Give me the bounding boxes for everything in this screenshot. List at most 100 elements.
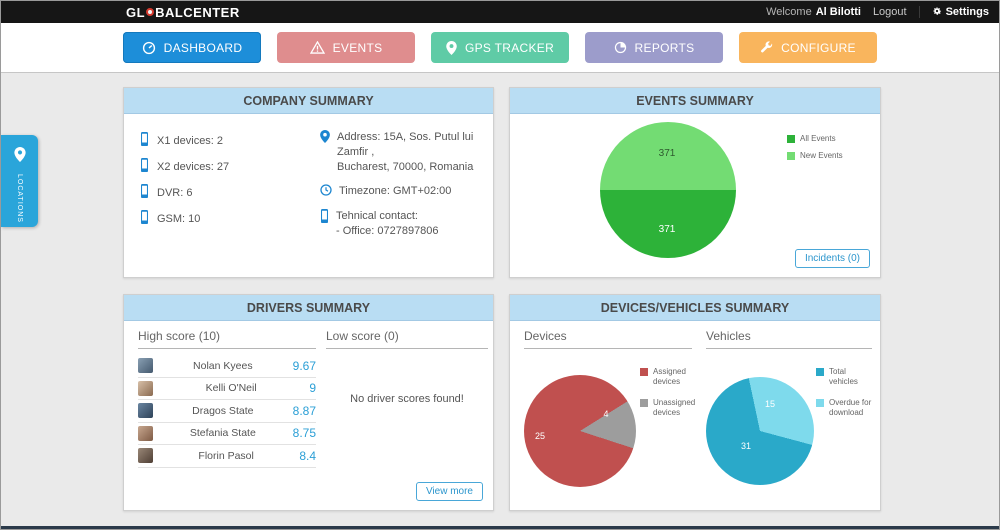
legend-item: Overdue for download [816, 398, 874, 417]
low-score-empty-text: No driver scores found! [350, 393, 464, 405]
device-count-label: DVR: 6 [157, 186, 193, 199]
device-count-label: X1 devices: 2 [157, 134, 224, 147]
legend-swatch [787, 151, 795, 160]
driver-score: 8.75 [292, 426, 316, 441]
pie-slice-label: 371 [658, 224, 676, 235]
driver-row[interactable]: Nolan Kyees 9.67 [138, 355, 316, 378]
high-score-list: Nolan Kyees 9.67 Kelli O'Neil 9 Dragos S… [138, 355, 316, 468]
legend-item: Total vehicles [816, 367, 874, 386]
devices-legend: Assigned devices Unassigned devices [640, 367, 698, 417]
pie-slice-label: 4 [603, 409, 609, 419]
nav-events-label: EVENTS [332, 40, 383, 55]
legend-item: Assigned devices [640, 367, 698, 386]
nav-events-button[interactable]: EVENTS [277, 32, 415, 63]
locations-tab[interactable]: LOCATIONS [1, 135, 38, 227]
logout-link[interactable]: Logout [873, 6, 920, 18]
driver-score: 9.67 [292, 358, 316, 373]
low-score-header: Low score (0) [326, 329, 488, 349]
legend-label: Total vehicles [829, 367, 858, 386]
legend-label: Unassigned devices [653, 398, 696, 417]
avatar [138, 403, 153, 419]
device-count-label: GSM: 10 [157, 212, 201, 225]
pin-icon [446, 40, 457, 55]
panel-title: COMPANY SUMMARY [124, 88, 493, 114]
driver-row[interactable]: Florin Pasol 8.4 [138, 445, 316, 468]
incidents-button[interactable]: Incidents (0) [794, 249, 870, 268]
main-navigation: DASHBOARD EVENTS GPS TRACKER REPORTS [1, 23, 999, 73]
gauge-icon [142, 41, 156, 55]
nav-gps-tracker-label: GPS TRACKER [464, 40, 555, 55]
devices-pie-chart [524, 375, 636, 487]
window-bottom-edge [1, 526, 999, 529]
devices-vehicles-summary-panel: DEVICES/VEHICLES SUMMARY Devices Vehicle… [509, 294, 881, 511]
events-summary-panel: EVENTS SUMMARY 371 371 All Events New Ev… [509, 87, 881, 278]
driver-row[interactable]: Kelli O'Neil 9 [138, 378, 316, 400]
vehicles-sub-header: Vehicles [706, 329, 872, 349]
app-logo[interactable]: GL BAL CENTER [126, 5, 240, 20]
avatar [138, 425, 153, 441]
gear-icon [932, 6, 942, 19]
driver-score: 8.4 [299, 448, 316, 463]
avatar [138, 380, 153, 396]
driver-row[interactable]: Stefania State 8.75 [138, 423, 316, 445]
mobile-device-icon [320, 209, 329, 228]
high-score-header: High score (10) [138, 329, 316, 349]
avatar [138, 448, 153, 464]
logo-target-icon [146, 8, 155, 16]
warning-icon [309, 41, 325, 54]
contact-block: Tehnical contact: - Office: 0727897806 [320, 209, 493, 239]
settings-button[interactable]: Settings [932, 6, 989, 19]
panel-title: EVENTS SUMMARY [510, 88, 880, 114]
list-item: GSM: 10 [140, 210, 229, 227]
legend-swatch [816, 399, 824, 408]
nav-dashboard-button[interactable]: DASHBOARD [123, 32, 261, 63]
settings-label: Settings [945, 6, 989, 18]
vehicles-legend: Total vehicles Overdue for download [816, 367, 874, 417]
drivers-summary-panel: DRIVERS SUMMARY High score (10) Low scor… [123, 294, 494, 511]
dashboard-content: LOCATIONS COMPANY SUMMARY X1 devices: 2 … [1, 73, 999, 529]
legend-label: All Events [800, 134, 836, 143]
nav-configure-label: CONFIGURE [781, 40, 856, 55]
mobile-device-icon [140, 210, 149, 227]
contact-text: Tehnical contact: - Office: 0727897806 [336, 210, 439, 238]
legend-swatch [640, 399, 648, 408]
legend-item: Unassigned devices [640, 398, 698, 417]
pie-slice-label: 15 [764, 399, 775, 409]
legend-swatch [816, 368, 824, 376]
logo-text-mid: BAL [155, 4, 184, 20]
driver-score: 8.87 [292, 403, 316, 418]
pin-icon [320, 130, 330, 148]
driver-name: Dragos State [192, 404, 254, 417]
driver-row[interactable]: Dragos State 8.87 [138, 400, 316, 423]
view-more-button[interactable]: View more [415, 482, 483, 501]
legend-label: Assigned devices [653, 367, 686, 386]
nav-configure-button[interactable]: CONFIGURE [739, 32, 877, 63]
pie-slice-label: 371 [658, 148, 676, 159]
address-text: Address: 15A, Sos. Putul lui Zamfir , Buc… [337, 131, 474, 173]
legend-label: New Events [800, 150, 843, 160]
pie-slice-label: 31 [740, 441, 751, 451]
company-summary-panel: COMPANY SUMMARY X1 devices: 2 X2 devices… [123, 87, 494, 278]
panel-title: DRIVERS SUMMARY [124, 295, 493, 321]
mobile-device-icon [140, 132, 149, 149]
list-item: X1 devices: 2 [140, 132, 229, 149]
driver-score: 9 [309, 381, 316, 396]
nav-reports-button[interactable]: REPORTS [585, 32, 723, 63]
nav-dashboard-label: DASHBOARD [163, 40, 243, 55]
vehicles-pie-chart [706, 377, 814, 485]
clock-icon [320, 183, 332, 201]
list-item: X2 devices: 27 [140, 158, 229, 175]
top-bar-right: Welcome Al Bilotti Logout Settings [766, 6, 989, 19]
legend-swatch [787, 135, 795, 143]
devices-sub-header: Devices [524, 329, 692, 349]
device-count-label: X2 devices: 27 [157, 160, 230, 173]
welcome-label: Welcome [766, 6, 812, 18]
logo-text-left: GL [126, 4, 146, 20]
mobile-device-icon [140, 158, 149, 175]
list-item: DVR: 6 [140, 184, 229, 201]
legend-swatch [640, 368, 648, 376]
legend-item: All Events [787, 134, 843, 144]
nav-gps-tracker-button[interactable]: GPS TRACKER [431, 32, 569, 63]
legend-label: Overdue for download [829, 398, 872, 417]
